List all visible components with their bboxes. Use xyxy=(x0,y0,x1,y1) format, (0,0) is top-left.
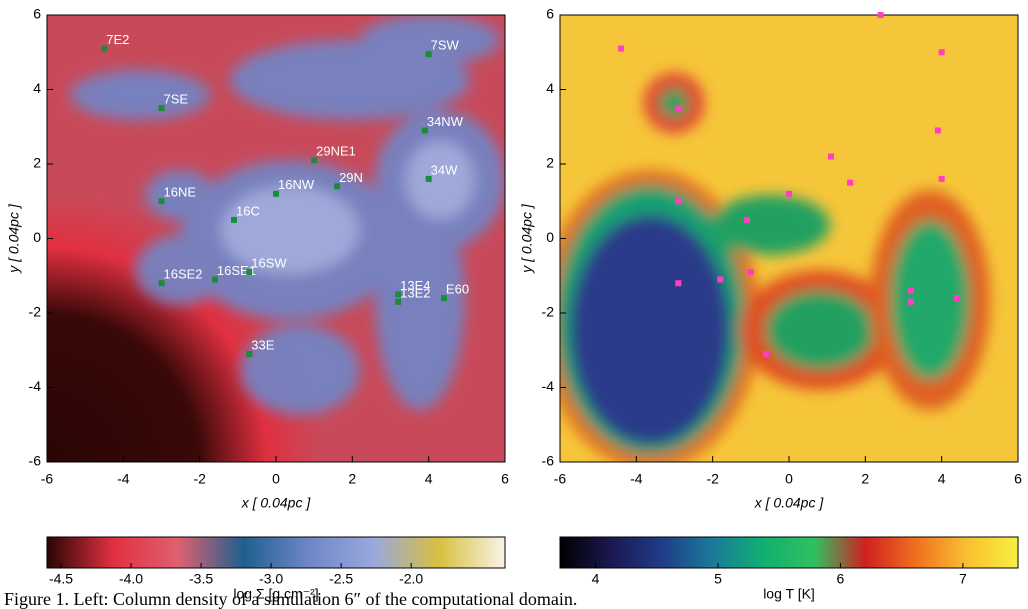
colorbar xyxy=(47,537,505,568)
source-label: 33E xyxy=(251,337,274,352)
y-tick-label: 6 xyxy=(546,6,554,22)
source-marker xyxy=(675,280,681,286)
source-marker xyxy=(786,191,792,197)
source-label: 16NW xyxy=(278,177,315,192)
source-label: 16SE2 xyxy=(164,267,203,282)
source-marker xyxy=(828,154,834,160)
source-marker xyxy=(908,288,914,294)
source-marker xyxy=(717,276,723,282)
x-tick-label: 6 xyxy=(1014,471,1022,487)
source-marker xyxy=(939,49,945,55)
y-tick-label: 2 xyxy=(546,155,554,171)
source-marker xyxy=(847,180,853,186)
x-tick-label: 0 xyxy=(785,471,793,487)
source-label: 16C xyxy=(236,203,260,218)
source-marker xyxy=(618,46,624,52)
y-tick-label: 4 xyxy=(546,80,554,96)
colorbar xyxy=(560,537,1018,568)
x-tick-label: -6 xyxy=(41,471,54,487)
x-tick-label: -2 xyxy=(706,471,719,487)
source-marker xyxy=(939,176,945,182)
colorbar-tick-label: -4.5 xyxy=(49,571,73,587)
source-label: 13E2 xyxy=(400,285,430,300)
colorbar-tick-label: 4 xyxy=(592,571,600,587)
y-tick-label: 0 xyxy=(33,229,41,245)
x-tick-label: -4 xyxy=(117,471,130,487)
colorbar-tick-label: -3.5 xyxy=(189,571,213,587)
source-marker xyxy=(763,351,769,357)
colorbar-tick-label: 6 xyxy=(837,571,845,587)
y-tick-label: -2 xyxy=(29,304,42,320)
y-tick-label: 6 xyxy=(33,6,41,22)
x-axis-label: x [ 0.04pc ] xyxy=(754,495,825,511)
y-tick-label: -6 xyxy=(29,453,42,469)
x-tick-label: 2 xyxy=(348,471,356,487)
source-marker xyxy=(954,295,960,301)
y-tick-label: 2 xyxy=(33,155,41,171)
density-map xyxy=(47,15,505,462)
y-axis-label: y [ 0.04pc ] xyxy=(6,203,22,274)
source-label: 7SE xyxy=(164,92,189,107)
colorbar-label: log T [K] xyxy=(763,586,815,602)
colorbar-tick-label: -2.5 xyxy=(329,571,353,587)
y-tick-label: -4 xyxy=(29,378,42,394)
source-label: 16SW xyxy=(251,255,287,270)
source-label: 34NW xyxy=(427,114,464,129)
source-marker xyxy=(744,217,750,223)
source-label: 29N xyxy=(339,170,363,185)
figure: -6 -4 -2 0 2 4 6 -6 -4 -2 0 2 4 6 x [ 0.04pc ] y [ 0.04… xyxy=(0,0,1028,609)
caption: Figure 1. Left: Column density of a simu… xyxy=(4,589,577,609)
colorbar-tick-label: 5 xyxy=(714,571,722,587)
x-tick-label: 4 xyxy=(938,471,946,487)
source-marker xyxy=(748,269,754,275)
x-tick-label: -2 xyxy=(193,471,206,487)
y-tick-label: 0 xyxy=(546,229,554,245)
x-tick-label: 4 xyxy=(425,471,433,487)
source-label: 34W xyxy=(431,162,458,177)
source-label: 29NE1 xyxy=(316,144,356,159)
source-marker xyxy=(675,105,681,111)
source-label: 16NE xyxy=(164,185,197,200)
x-tick-label: -6 xyxy=(554,471,567,487)
temperature-map xyxy=(540,15,1018,470)
source-marker xyxy=(675,198,681,204)
source-label: 7SW xyxy=(431,38,460,53)
source-marker xyxy=(878,12,884,18)
y-tick-label: -4 xyxy=(542,378,555,394)
x-tick-label: 2 xyxy=(861,471,869,487)
colorbar-tick-label: -4.0 xyxy=(119,571,143,587)
colorbar-tick-label: 7 xyxy=(959,571,967,587)
x-tick-label: 0 xyxy=(272,471,280,487)
y-tick-label: -2 xyxy=(542,304,555,320)
source-label: E60 xyxy=(446,282,469,297)
x-tick-label: -4 xyxy=(630,471,643,487)
source-marker xyxy=(935,127,941,133)
x-tick-label: 6 xyxy=(501,471,509,487)
colorbar-tick-label: -3.0 xyxy=(259,571,283,587)
source-label: 7E2 xyxy=(106,32,129,47)
x-axis-label: x [ 0.04pc ] xyxy=(241,495,312,511)
colorbar-tick-label: -2.0 xyxy=(399,571,423,587)
y-axis-label: y [ 0.04pc ] xyxy=(519,203,535,274)
y-tick-label: -6 xyxy=(542,453,555,469)
y-tick-label: 4 xyxy=(33,80,41,96)
source-marker xyxy=(908,299,914,305)
